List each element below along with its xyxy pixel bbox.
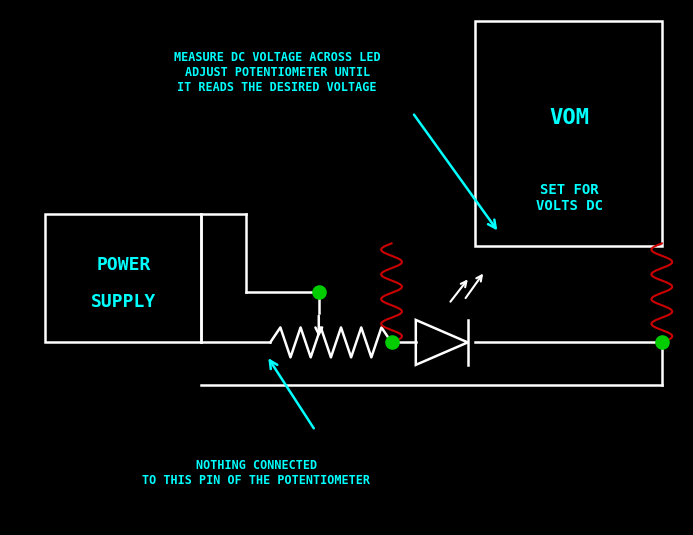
Bar — [475, 21, 662, 246]
Text: NOTHING CONNECTED
TO THIS PIN OF THE POTENTIOMETER: NOTHING CONNECTED TO THIS PIN OF THE POT… — [142, 460, 371, 487]
Text: SUPPLY: SUPPLY — [91, 293, 156, 311]
Text: MEASURE DC VOLTAGE ACROSS LED
ADJUST POTENTIOMETER UNTIL
IT READS THE DESIRED VO: MEASURE DC VOLTAGE ACROSS LED ADJUST POT… — [174, 51, 380, 94]
Text: VOM: VOM — [550, 108, 590, 128]
Point — [386, 338, 397, 347]
Point — [656, 338, 667, 347]
Text: SET FOR
VOLTS DC: SET FOR VOLTS DC — [536, 183, 603, 213]
Point — [313, 287, 324, 296]
Bar — [45, 214, 201, 342]
Text: POWER: POWER — [96, 256, 150, 274]
